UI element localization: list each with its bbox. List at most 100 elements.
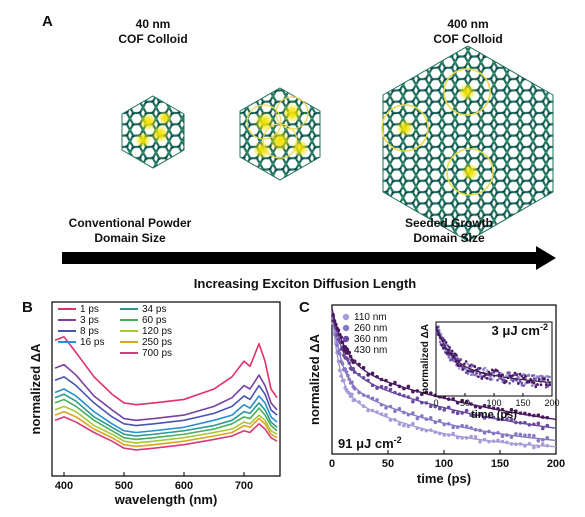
inset-data-point [524, 374, 527, 378]
data-point [384, 412, 388, 417]
left-caption-line2: Domain Size [94, 231, 166, 245]
inset-data-point [518, 372, 522, 376]
inset-data-point [497, 371, 501, 375]
data-point [388, 387, 393, 392]
inset-data-point [517, 375, 520, 379]
data-point [411, 399, 415, 404]
inset-data-point [473, 365, 477, 369]
inset-data-point [532, 381, 536, 385]
x-tick-label: 400 [55, 480, 73, 492]
data-point [514, 432, 518, 436]
inset-data-point [450, 349, 454, 353]
inset-data-point [471, 370, 475, 373]
inset-data-point [530, 384, 534, 387]
data-point [505, 411, 509, 416]
arrow-label: Increasing Exciton Diffusion Length [194, 276, 417, 291]
right-caption-line1: Seeded Growth [405, 216, 493, 230]
fluence-annotation: 91 μJ cm-2 [338, 435, 402, 451]
x-tick-label: 200 [547, 458, 565, 470]
inset-data-point [450, 357, 454, 361]
data-point [442, 408, 447, 412]
inset-data-point [532, 377, 536, 380]
inset-data-point [520, 374, 524, 378]
large-colloid-seeded [381, 45, 554, 242]
legend-label: 260 nm [354, 323, 387, 334]
inset-data-point [518, 379, 522, 383]
legend-label: 1 ps [80, 304, 99, 315]
inset-data-point [457, 364, 460, 368]
inset-data-point [440, 343, 444, 347]
data-point [509, 435, 514, 439]
data-point [428, 404, 433, 409]
legend-marker [342, 313, 350, 321]
y-axis-label: normalized ΔA [307, 333, 322, 425]
data-point [415, 396, 420, 401]
x-tick-label: 600 [175, 480, 193, 492]
data-point [536, 421, 541, 426]
data-point [527, 433, 532, 438]
x-tick-label: 700 [235, 480, 253, 492]
inset-fluence-annotation-exponent: -2 [540, 322, 548, 332]
inset-data-point [496, 369, 499, 373]
inset-data-point [485, 369, 489, 372]
data-point [500, 434, 505, 439]
inset-data-point [536, 382, 539, 386]
inset-data-point [464, 360, 468, 363]
spectrum-line [54, 388, 278, 434]
inset-data-point [448, 346, 451, 349]
data-point [478, 439, 482, 444]
inset-data-point [513, 371, 517, 375]
data-point [397, 422, 402, 426]
fit-curve [331, 308, 557, 429]
data-point [532, 433, 536, 438]
inset-data-point [530, 374, 534, 377]
x-tick-label: 100 [435, 458, 453, 470]
inset-data-point [473, 373, 477, 377]
legend-label: 8 ps [80, 326, 99, 337]
inset-data-point [447, 353, 451, 357]
inset-data-point [443, 339, 446, 342]
right-colloid-size: 400 nm [447, 17, 488, 31]
inset-data-point [478, 372, 482, 376]
panel-c-letter: C [299, 299, 310, 316]
inset-fit-curve [435, 325, 551, 384]
inset-data-point [496, 378, 499, 382]
spectrum-line [54, 376, 278, 427]
x-tick-label: 50 [382, 458, 394, 470]
inset-data-point [457, 367, 461, 370]
legend-label: 60 ps [142, 315, 166, 326]
inset-data-point [527, 380, 531, 384]
inset-data-point [504, 374, 508, 378]
inset-data-point [546, 378, 550, 382]
data-point [514, 409, 518, 413]
data-point [428, 416, 433, 420]
inset-data-point [475, 371, 478, 375]
left-colloid-title: COF Colloid [118, 32, 187, 46]
inset-data-point [520, 381, 524, 385]
y-axis-label: normalized ΔA [28, 343, 43, 435]
data-point [509, 407, 514, 412]
inset-data-point [522, 384, 525, 387]
inset-x-axis-label: time (ps) [471, 409, 517, 421]
panel-a-letter: A [42, 13, 53, 30]
data-point [540, 442, 545, 446]
inset-data-point [539, 383, 543, 386]
data-point [469, 434, 473, 439]
data-point [540, 426, 545, 431]
legend-label: 360 nm [354, 334, 387, 345]
x-axis-label: wavelength (nm) [114, 492, 218, 507]
legend-label: 34 ps [142, 304, 166, 315]
inset-data-point [527, 374, 531, 377]
inset-data-point [489, 378, 492, 381]
inset-data-point [466, 362, 470, 366]
inset-x-tick-label: 200 [544, 398, 559, 408]
inset-data-point [447, 355, 451, 359]
legend-label: 700 ps [142, 348, 172, 359]
inset-data-point [459, 364, 463, 367]
inset-data-point [511, 374, 515, 377]
legend-marker [342, 324, 350, 332]
inset-data-point [453, 352, 457, 356]
inset-data-point [544, 383, 548, 387]
data-point [437, 406, 442, 411]
